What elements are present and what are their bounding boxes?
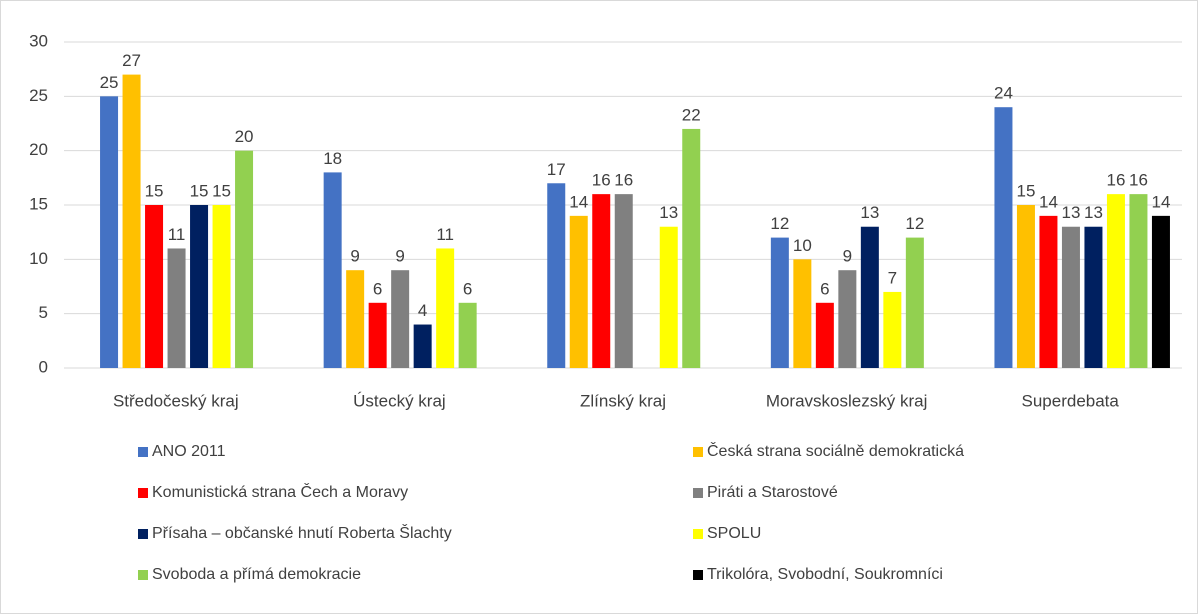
data-label: 13	[659, 203, 678, 222]
data-label: 15	[1016, 181, 1035, 200]
bar	[682, 128, 701, 368]
data-label: 12	[770, 214, 789, 233]
data-label: 16	[1129, 171, 1148, 190]
bar	[1129, 194, 1148, 368]
data-label: 20	[235, 127, 254, 146]
bar	[659, 226, 678, 368]
data-label: 16	[614, 171, 633, 190]
data-label: 27	[122, 51, 141, 70]
legend-label: Komunistická strana Čech a Moravy	[152, 482, 408, 501]
x-tick-label: Superdebata	[1022, 391, 1120, 410]
data-label: 14	[1039, 192, 1058, 211]
data-label: 13	[860, 203, 879, 222]
legend-swatch	[138, 529, 148, 539]
bar	[592, 194, 611, 368]
y-tick-label: 5	[39, 303, 48, 322]
legend-swatch	[693, 488, 703, 498]
legend-label: Trikolóra, Svobodní, Soukromníci	[707, 566, 943, 583]
y-tick-label: 10	[29, 249, 48, 268]
legend-swatch	[693, 447, 703, 457]
y-tick-label: 0	[39, 357, 48, 376]
x-tick-label: Středočeský kraj	[113, 391, 239, 410]
data-label: 14	[569, 192, 588, 211]
data-label: 11	[168, 225, 186, 244]
bar	[793, 259, 812, 368]
data-label: 18	[323, 149, 342, 168]
data-label: 12	[905, 214, 924, 233]
bar	[614, 194, 633, 368]
data-label: 7	[888, 268, 897, 287]
bar	[860, 226, 879, 368]
legend-swatch	[138, 447, 148, 457]
data-label: 16	[1106, 171, 1125, 190]
data-label: 15	[145, 181, 164, 200]
bar	[413, 324, 432, 368]
bar	[994, 107, 1013, 368]
bar	[1084, 226, 1103, 368]
bar	[547, 183, 566, 368]
x-tick-label: Moravskoslezský kraj	[766, 391, 928, 410]
y-tick-label: 20	[29, 140, 48, 159]
data-label: 13	[1061, 203, 1080, 222]
data-label: 9	[350, 247, 359, 266]
bar	[1039, 215, 1058, 368]
legend-swatch	[693, 570, 703, 580]
bar	[190, 205, 209, 368]
data-label: 13	[1084, 203, 1103, 222]
data-label: 14	[1151, 192, 1170, 211]
legend-label: Česká strana sociálně demokratická	[707, 441, 964, 460]
legend-swatch	[138, 488, 148, 498]
data-label: 6	[820, 279, 829, 298]
data-label: 17	[547, 160, 566, 179]
bar	[1106, 194, 1125, 368]
bar	[145, 205, 164, 368]
bar	[883, 291, 902, 368]
bar	[815, 302, 834, 368]
data-label: 6	[373, 279, 382, 298]
data-label: 15	[212, 181, 231, 200]
bar	[212, 205, 231, 368]
bar	[1016, 205, 1035, 368]
data-label: 6	[463, 279, 472, 298]
bar	[235, 150, 254, 368]
data-label: 25	[100, 73, 119, 92]
y-tick-label: 30	[29, 31, 48, 50]
data-label: 4	[418, 301, 427, 320]
bar	[569, 215, 588, 368]
legend-label: Přísaha – občanské hnutí Roberta Šlachty	[152, 523, 452, 542]
data-label: 9	[843, 247, 852, 266]
bar	[436, 248, 455, 368]
bar	[391, 270, 410, 368]
legend-label: SPOLU	[707, 525, 761, 542]
x-tick-label: Zlínský kraj	[580, 391, 666, 410]
data-label: 9	[395, 247, 404, 266]
data-label: 16	[592, 171, 611, 190]
legend-swatch	[693, 529, 703, 539]
data-label: 24	[994, 84, 1013, 103]
legend-swatch	[138, 570, 148, 580]
bar	[838, 270, 857, 368]
bar	[770, 237, 789, 368]
bar	[323, 172, 342, 368]
data-label: 10	[793, 236, 812, 255]
data-label: 11	[436, 225, 454, 244]
bar	[905, 237, 924, 368]
legend-label: ANO 2011	[152, 443, 226, 460]
x-tick-label: Ústecký kraj	[353, 391, 446, 410]
bar	[122, 74, 141, 368]
bar	[167, 248, 186, 368]
legend-label: Piráti a Starostové	[707, 484, 838, 501]
bar	[346, 270, 365, 368]
bar	[458, 302, 477, 368]
data-label: 22	[682, 105, 701, 124]
legend-label: Svoboda a přímá demokracie	[152, 566, 361, 583]
bar	[1061, 226, 1080, 368]
y-tick-label: 15	[29, 194, 48, 213]
data-label: 15	[190, 181, 209, 200]
bar	[100, 96, 119, 368]
bar	[1151, 215, 1170, 368]
y-tick-label: 25	[29, 86, 48, 105]
bar	[368, 302, 387, 368]
